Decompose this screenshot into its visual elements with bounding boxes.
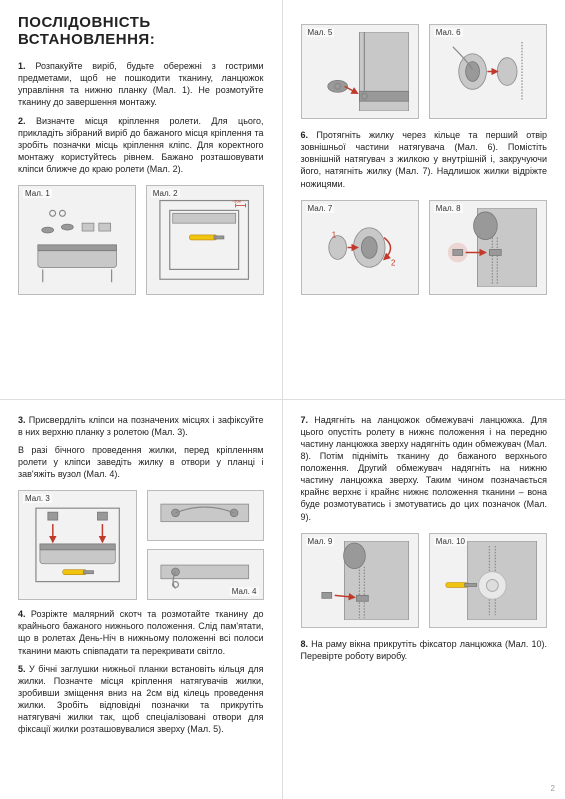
fig-10-label: Мал. 10: [434, 537, 467, 546]
fig-row-5-6: Мал. 5 Мал. 6: [301, 24, 548, 119]
fig-1: Мал. 1: [18, 185, 136, 295]
fig-6-label: Мал. 6: [434, 28, 463, 37]
step-5-text: У бічні заглушки нижньої планки встанові…: [18, 664, 264, 735]
step-8-text: На раму вікна прикрутіть фіксатор ланцюж…: [301, 639, 547, 661]
quad-top-left: ПОСЛІДОВНІСТЬ ВСТАНОВЛЕННЯ: 1. Розпакуйт…: [0, 0, 283, 400]
fig-6: Мал. 6: [429, 24, 547, 119]
fig-7: Мал. 7 1 2: [301, 200, 419, 295]
step-3b: В разі бічного проведення жилки, перед к…: [18, 444, 264, 480]
fig-9: Мал. 9: [301, 533, 419, 628]
svg-text:1: 1: [332, 230, 336, 239]
quad-top-right: Мал. 5 Мал. 6: [283, 0, 565, 400]
step-1: 1. Розпакуйте виріб, будьте обережні з г…: [18, 60, 264, 109]
step-3a-text: Присвердліть кліпси на позначених місцях…: [18, 415, 264, 437]
fig-4-label: Мал. 4: [230, 587, 259, 596]
step-7: 7. Надягніть на ланцюжок обмежувачі ланц…: [301, 414, 548, 523]
fig-row-1-2: Мал. 1 Мал. 2: [18, 185, 264, 295]
step-6-text: Протягніть жилку через кільце та перший …: [301, 130, 548, 189]
step-5: 5. У бічні заглушки нижньої планки встан…: [18, 663, 264, 736]
fig-3-label: Мал. 3: [23, 494, 52, 503]
fig-row-7-8: Мал. 7 1 2 Мал. 8: [301, 200, 548, 295]
quad-bottom-right: 7. Надягніть на ланцюжок обмежувачі ланц…: [283, 400, 565, 799]
fig-1-label: Мал. 1: [23, 189, 52, 198]
fig-4-stack: Мал. 4: [147, 490, 264, 600]
fig-5: Мал. 5: [301, 24, 419, 119]
fig-row-3-4: Мал. 3: [18, 490, 264, 600]
fig-4b: Мал. 4: [147, 549, 264, 600]
step-2-text: Визначте місця кріплення ролети. Для цьо…: [18, 116, 264, 175]
step-3a: 3. Присвердліть кліпси на позначених міс…: [18, 414, 264, 438]
step-2: 2. Визначте місця кріплення ролети. Для …: [18, 115, 264, 176]
page-number: 2: [551, 784, 555, 793]
step-6: 6. Протягніть жилку через кільце та перш…: [301, 129, 548, 190]
fig-row-9-10: Мал. 9 Мал. 10: [301, 533, 548, 628]
page-title: ПОСЛІДОВНІСТЬ ВСТАНОВЛЕННЯ:: [18, 14, 264, 48]
fig-2: Мал. 2 ~5см: [146, 185, 264, 295]
page: ПОСЛІДОВНІСТЬ ВСТАНОВЛЕННЯ: 1. Розпакуйт…: [0, 0, 565, 799]
fig-2-label: Мал. 2: [151, 189, 180, 198]
fig-10: Мал. 10: [429, 533, 547, 628]
fig-9-label: Мал. 9: [306, 537, 335, 546]
step-8: 8. На раму вікна прикрутіть фіксатор лан…: [301, 638, 548, 662]
step-4: 4. Розріжте малярний скотч та розмотайте…: [18, 608, 264, 657]
fig-4a: [147, 490, 264, 541]
fig-3: Мал. 3: [18, 490, 137, 600]
quad-bottom-left: 3. Присвердліть кліпси на позначених міс…: [0, 400, 283, 799]
fig-5-label: Мал. 5: [306, 28, 335, 37]
svg-text:2: 2: [391, 258, 395, 267]
fig-8: Мал. 8: [429, 200, 547, 295]
dim-gap: ~5см: [232, 199, 241, 204]
step-1-text: Розпакуйте виріб, будьте обережні з гост…: [18, 61, 264, 107]
fig-7-label: Мал. 7: [306, 204, 335, 213]
step-4-text: Розріжте малярний скотч та розмотайте тк…: [18, 609, 264, 655]
fig-8-label: Мал. 8: [434, 204, 463, 213]
step-7-text: Надягніть на ланцюжок обмежувачі ланцюжк…: [301, 415, 548, 522]
